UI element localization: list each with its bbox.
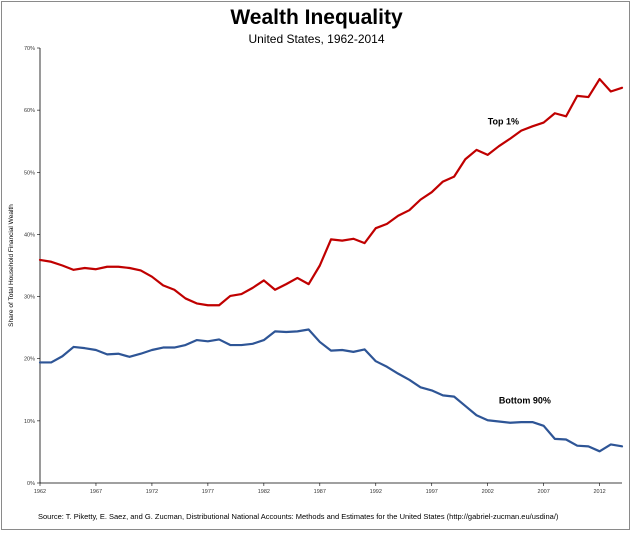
x-tick-label: 2007	[538, 489, 550, 495]
y-axis-label: Share of Total Household Financial Wealt…	[8, 204, 15, 327]
chart-subtitle: United States, 1962-2014	[248, 32, 385, 46]
y-tick-label: 20%	[24, 357, 35, 363]
y-tick-label: 30%	[24, 295, 35, 301]
source-note: Source: T. Piketty, E. Saez, and G. Zucm…	[38, 512, 559, 521]
x-tick-label: 1987	[314, 489, 326, 495]
y-tick-label: 0%	[27, 481, 35, 487]
y-tick-label: 10%	[24, 419, 35, 425]
x-tick-label: 1977	[202, 489, 214, 495]
series-line-top-1	[38, 77, 624, 307]
chart-title: Wealth Inequality	[230, 6, 403, 29]
y-tick-label: 50%	[24, 170, 35, 176]
y-tick-label: 60%	[24, 108, 35, 114]
x-tick-label: 2002	[482, 489, 494, 495]
x-tick-label: 1997	[426, 489, 438, 495]
series-annotation: Bottom 90%	[499, 395, 551, 405]
y-tick-label: 40%	[24, 232, 35, 238]
series-annotation: Top 1%	[488, 116, 519, 126]
x-tick-label: 1982	[258, 489, 270, 495]
x-tick-label: 2012	[593, 489, 605, 495]
x-tick-label: 1967	[90, 489, 102, 495]
series-line-bottom-90	[38, 328, 624, 453]
x-tick-label: 1972	[146, 489, 158, 495]
y-tick-label: 70%	[24, 46, 35, 52]
x-tick-label: 1962	[34, 489, 46, 495]
x-tick-label: 1992	[370, 489, 382, 495]
